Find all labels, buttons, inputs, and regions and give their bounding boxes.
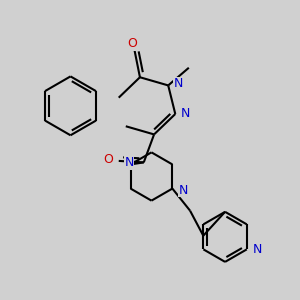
Text: N: N bbox=[253, 243, 262, 256]
Text: N: N bbox=[178, 184, 188, 196]
Text: N: N bbox=[181, 107, 190, 121]
Text: O: O bbox=[103, 153, 113, 166]
Text: N: N bbox=[124, 157, 134, 169]
Text: O: O bbox=[128, 37, 137, 50]
Text: N: N bbox=[173, 77, 183, 90]
